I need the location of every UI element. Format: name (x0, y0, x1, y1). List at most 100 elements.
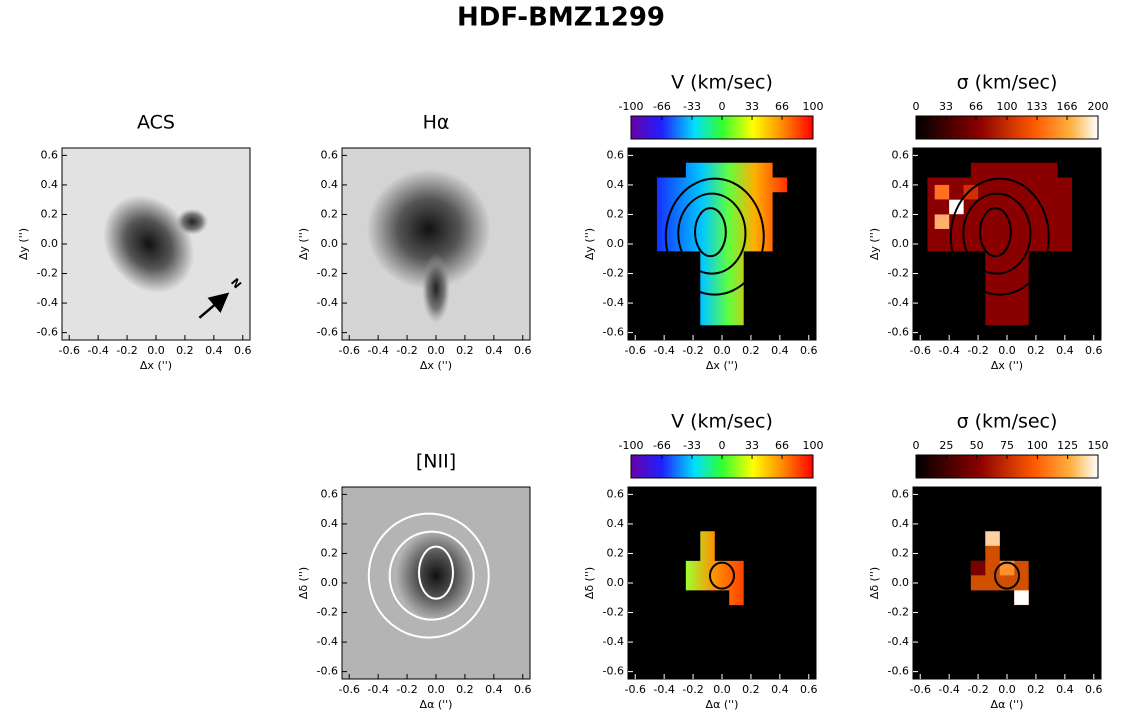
y-tick-label: -0.2 (603, 267, 624, 280)
y-tick-label: 0.6 (607, 148, 625, 161)
panel-title: ACS (137, 112, 175, 134)
colorbar-tick-label: 0 (913, 439, 920, 452)
panel-title: V (km/sec) (671, 72, 773, 94)
x-axis-label: Δx ('') (991, 359, 1023, 372)
panel: -0.6 -0.4 -0.2 0.0 0.2 0.4 0.6 -0.6 -0.4 -0.2 0.0 0… (17, 112, 252, 373)
panel: -0.6 -0.4 -0.2 0.0 0.2 0.4 0.6 -0.6 -0.4 -0.2 0.0 0… (868, 411, 1109, 712)
x-tick-label: 0.4 (485, 683, 503, 696)
colorbar-tick-label: -66 (653, 100, 671, 113)
x-tick-label: -0.6 (338, 683, 359, 696)
x-tick-label: -0.4 (938, 344, 959, 357)
map-pixel (963, 184, 979, 200)
colorbar-tick-label: -33 (683, 439, 701, 452)
colorbar-tick-label: 0 (719, 100, 726, 113)
panel-title: [NII] (416, 451, 456, 473)
panel: -0.6 -0.4 -0.2 0.0 0.2 0.4 0.6 -0.6 -0.4 -0.2 0.0 0… (583, 72, 824, 373)
y-tick-label: 0.6 (41, 148, 59, 161)
y-tick-label: 0.4 (892, 517, 910, 530)
y-tick-label: 0.2 (607, 207, 625, 220)
contour (367, 512, 490, 639)
y-tick-label: -0.6 (888, 665, 909, 678)
y-tick-label: -0.2 (317, 606, 338, 619)
y-tick-label: 0.0 (892, 576, 910, 589)
y-axis-label: Δδ ('') (868, 567, 881, 599)
colorbar-tick-label: -33 (683, 100, 701, 113)
colorbar-tick-label: 66 (775, 100, 789, 113)
y-tick-label: 0.6 (607, 487, 625, 500)
colorbar-tick-label: 0 (913, 100, 920, 113)
y-tick-label: 0.4 (892, 178, 910, 191)
colorbar-tick-label: 66 (775, 439, 789, 452)
y-tick-label: -0.2 (603, 606, 624, 619)
x-axis-label: Δα ('') (991, 698, 1024, 711)
x-tick-label: 0.2 (742, 344, 760, 357)
y-axis-label: Δy ('') (583, 228, 596, 260)
x-tick-label: -0.2 (396, 344, 417, 357)
contour (418, 545, 454, 600)
y-axis-label: Δy ('') (868, 228, 881, 260)
map-pixel (934, 184, 950, 200)
x-tick-label: 0.4 (771, 344, 789, 357)
y-tick-label: 0.6 (892, 148, 910, 161)
colorbar-tick-label: 50 (970, 439, 984, 452)
x-tick-label: -0.6 (909, 683, 930, 696)
y-tick-label: -0.6 (317, 665, 338, 678)
y-tick-label: 0.0 (41, 237, 59, 250)
map-pixel (970, 560, 986, 576)
colorbar-tick-label: 200 (1088, 100, 1109, 113)
x-tick-label: 0.6 (234, 344, 252, 357)
y-tick-label: 0.2 (892, 207, 910, 220)
y-tick-label: -0.2 (888, 267, 909, 280)
map-pixel (985, 531, 1000, 546)
contour (664, 177, 765, 296)
contour (979, 207, 1012, 258)
x-tick-label: -0.4 (87, 344, 108, 357)
colorbar-tick-label: 125 (1057, 439, 1078, 452)
x-tick-label: 0.2 (456, 344, 474, 357)
contour (709, 561, 735, 590)
y-tick-label: -0.4 (888, 296, 909, 309)
x-tick-label: 0.6 (514, 683, 532, 696)
x-tick-label: -0.6 (624, 344, 645, 357)
image-blob (422, 253, 450, 324)
y-tick-label: 0.4 (607, 517, 625, 530)
y-tick-label: 0.4 (321, 178, 339, 191)
y-tick-label: 0.2 (607, 546, 625, 559)
y-tick-label: -0.6 (37, 326, 58, 339)
x-tick-label: -0.6 (624, 683, 645, 696)
panel: -0.6 -0.4 -0.2 0.0 0.2 0.4 0.6 -0.6 -0.4 -0.2 0.0 0… (868, 72, 1109, 373)
y-tick-label: -0.6 (317, 326, 338, 339)
y-tick-label: -0.2 (317, 267, 338, 280)
y-tick-label: 0.0 (321, 237, 339, 250)
x-tick-label: -0.4 (938, 683, 959, 696)
y-tick-label: 0.2 (41, 207, 59, 220)
x-tick-label: 0.0 (998, 683, 1016, 696)
colorbar-tick-label: 75 (1000, 439, 1014, 452)
y-tick-label: 0.2 (892, 546, 910, 559)
x-axis-label: Δx ('') (420, 359, 452, 372)
y-axis-label: Δδ ('') (583, 567, 596, 599)
contour (994, 561, 1020, 590)
x-tick-label: -0.2 (967, 344, 988, 357)
x-axis-label: Δx ('') (140, 359, 172, 372)
image-blob (396, 530, 476, 621)
x-tick-label: 0.2 (742, 683, 760, 696)
x-tick-label: -0.2 (682, 683, 703, 696)
y-axis-label: Δy ('') (297, 228, 310, 260)
x-tick-label: 0.6 (1085, 344, 1103, 357)
colorbar-tick-label: 33 (939, 100, 953, 113)
x-tick-label: 0.6 (1085, 683, 1103, 696)
y-tick-label: 0.0 (607, 576, 625, 589)
x-tick-label: 0.4 (1056, 344, 1074, 357)
y-tick-label: 0.6 (892, 487, 910, 500)
x-tick-label: 0.0 (713, 344, 731, 357)
x-tick-label: 0.0 (147, 344, 165, 357)
contour (388, 530, 475, 621)
x-axis-label: Δx ('') (706, 359, 738, 372)
colorbar-tick-label: 100 (1027, 439, 1048, 452)
y-tick-label: 0.0 (321, 576, 339, 589)
x-tick-label: -0.4 (653, 344, 674, 357)
y-tick-label: 0.4 (41, 178, 59, 191)
x-tick-label: -0.6 (338, 344, 359, 357)
